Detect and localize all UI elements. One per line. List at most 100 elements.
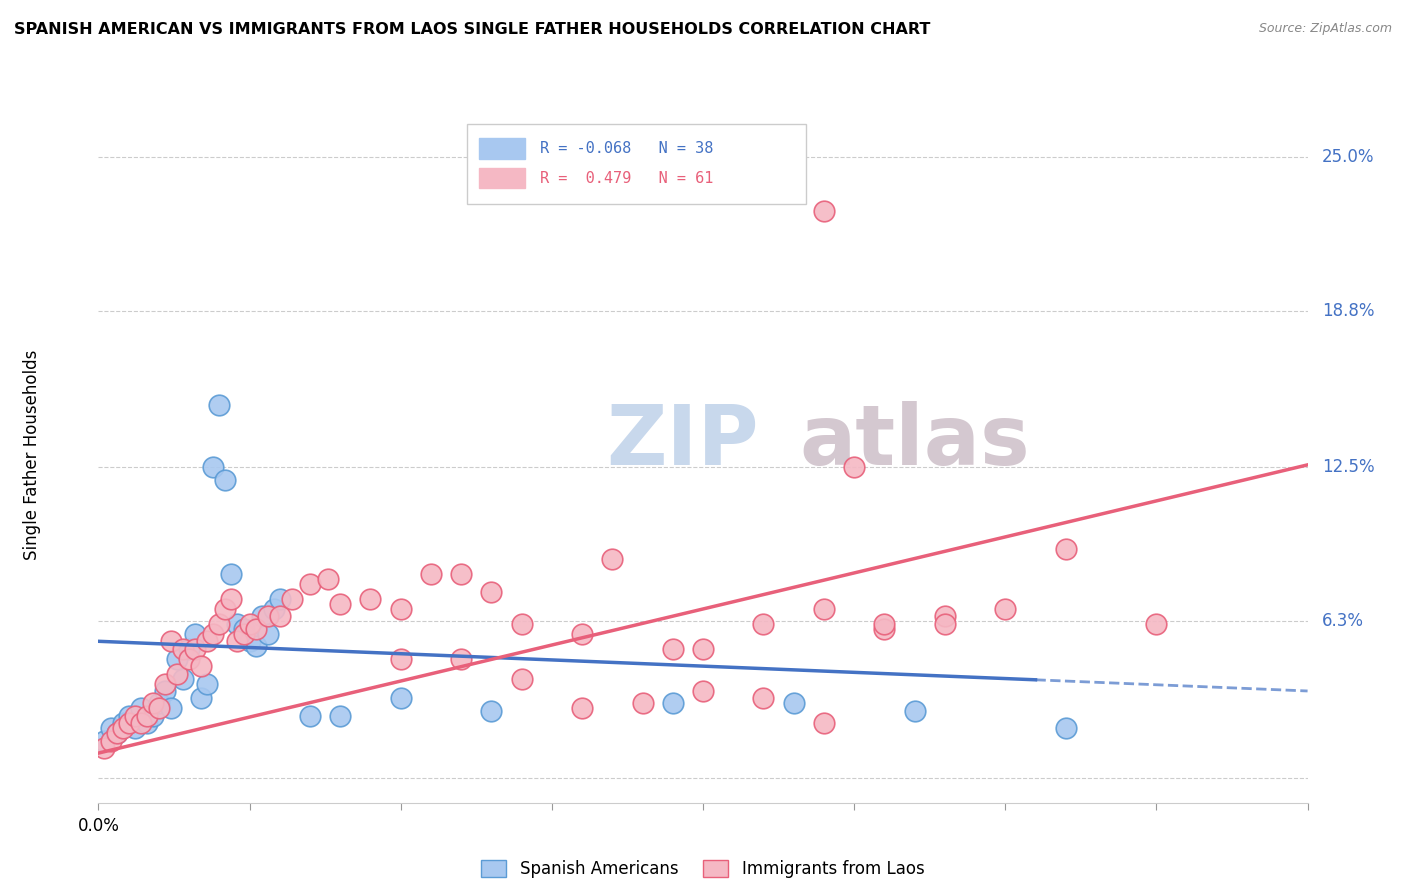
Point: [389, 602, 412, 616]
Point: [93, 741, 115, 756]
Point: [195, 676, 218, 690]
Point: [214, 473, 236, 487]
Point: [419, 567, 441, 582]
Point: [1144, 616, 1167, 631]
Point: [135, 708, 157, 723]
Point: [450, 567, 472, 582]
Point: [111, 721, 134, 735]
Point: [208, 616, 231, 631]
Point: [172, 672, 194, 686]
Point: [245, 639, 267, 653]
Point: [994, 602, 1017, 616]
Point: [752, 691, 775, 706]
Point: [389, 651, 412, 665]
Point: [873, 622, 896, 636]
Point: [153, 684, 176, 698]
Point: [904, 704, 927, 718]
Text: R =  0.479   N = 61: R = 0.479 N = 61: [540, 170, 713, 186]
Point: [239, 634, 262, 648]
Text: 0.0%: 0.0%: [77, 817, 120, 835]
Point: [1054, 721, 1077, 735]
Point: [481, 584, 503, 599]
Text: 25.0%: 25.0%: [1322, 148, 1375, 166]
Point: [153, 676, 176, 690]
Point: [195, 634, 218, 648]
Point: [661, 697, 683, 711]
Point: [142, 708, 165, 723]
Point: [782, 697, 804, 711]
Text: 12.5%: 12.5%: [1322, 458, 1375, 476]
Text: Single Father Households: Single Father Households: [22, 350, 41, 560]
Point: [214, 602, 236, 616]
Text: 18.8%: 18.8%: [1322, 301, 1375, 320]
Point: [389, 691, 412, 706]
Point: [124, 721, 146, 735]
Point: [232, 627, 254, 641]
Point: [111, 716, 134, 731]
Point: [202, 627, 225, 641]
Point: [226, 616, 249, 631]
Point: [510, 616, 533, 631]
Point: [256, 609, 278, 624]
Point: [752, 616, 775, 631]
Point: [299, 708, 322, 723]
Point: [450, 651, 472, 665]
Point: [93, 733, 115, 747]
Point: [813, 204, 835, 219]
Point: [269, 592, 291, 607]
Point: [129, 701, 152, 715]
Point: [184, 641, 207, 656]
Point: [166, 651, 188, 665]
Point: [221, 592, 243, 607]
Point: [602, 552, 624, 566]
Point: [239, 616, 262, 631]
Point: [172, 641, 194, 656]
Point: [873, 616, 896, 631]
Text: ZIP: ZIP: [606, 401, 759, 482]
Point: [245, 622, 267, 636]
Point: [177, 641, 201, 656]
Point: [813, 716, 835, 731]
Text: atlas: atlas: [800, 401, 1031, 482]
Point: [329, 597, 352, 611]
Point: [124, 708, 146, 723]
Point: [118, 708, 141, 723]
Bar: [479, 168, 526, 188]
Text: SPANISH AMERICAN VS IMMIGRANTS FROM LAOS SINGLE FATHER HOUSEHOLDS CORRELATION CH: SPANISH AMERICAN VS IMMIGRANTS FROM LAOS…: [14, 22, 931, 37]
Point: [202, 460, 225, 475]
Point: [844, 460, 866, 475]
Point: [232, 622, 254, 636]
Point: [299, 577, 322, 591]
Point: [118, 716, 141, 731]
Point: [190, 659, 212, 673]
Point: [1054, 542, 1077, 557]
Point: [100, 721, 122, 735]
Point: [129, 716, 152, 731]
Bar: [479, 138, 526, 159]
Point: [190, 691, 212, 706]
Point: [360, 592, 382, 607]
Point: [142, 697, 165, 711]
Point: [571, 701, 593, 715]
Text: Source: ZipAtlas.com: Source: ZipAtlas.com: [1258, 22, 1392, 36]
Legend: Spanish Americans, Immigrants from Laos: Spanish Americans, Immigrants from Laos: [475, 854, 931, 885]
Point: [166, 666, 188, 681]
Point: [631, 697, 654, 711]
Point: [250, 609, 273, 624]
Point: [316, 572, 339, 586]
Point: [160, 701, 183, 715]
Point: [100, 733, 122, 747]
FancyBboxPatch shape: [467, 124, 806, 204]
Point: [160, 634, 183, 648]
Point: [148, 697, 170, 711]
Point: [510, 672, 533, 686]
Point: [934, 609, 956, 624]
Point: [934, 616, 956, 631]
Point: [105, 726, 128, 740]
Point: [226, 634, 249, 648]
Point: [571, 627, 593, 641]
Point: [177, 651, 201, 665]
Point: [148, 701, 170, 715]
Point: [135, 716, 157, 731]
Point: [263, 602, 285, 616]
